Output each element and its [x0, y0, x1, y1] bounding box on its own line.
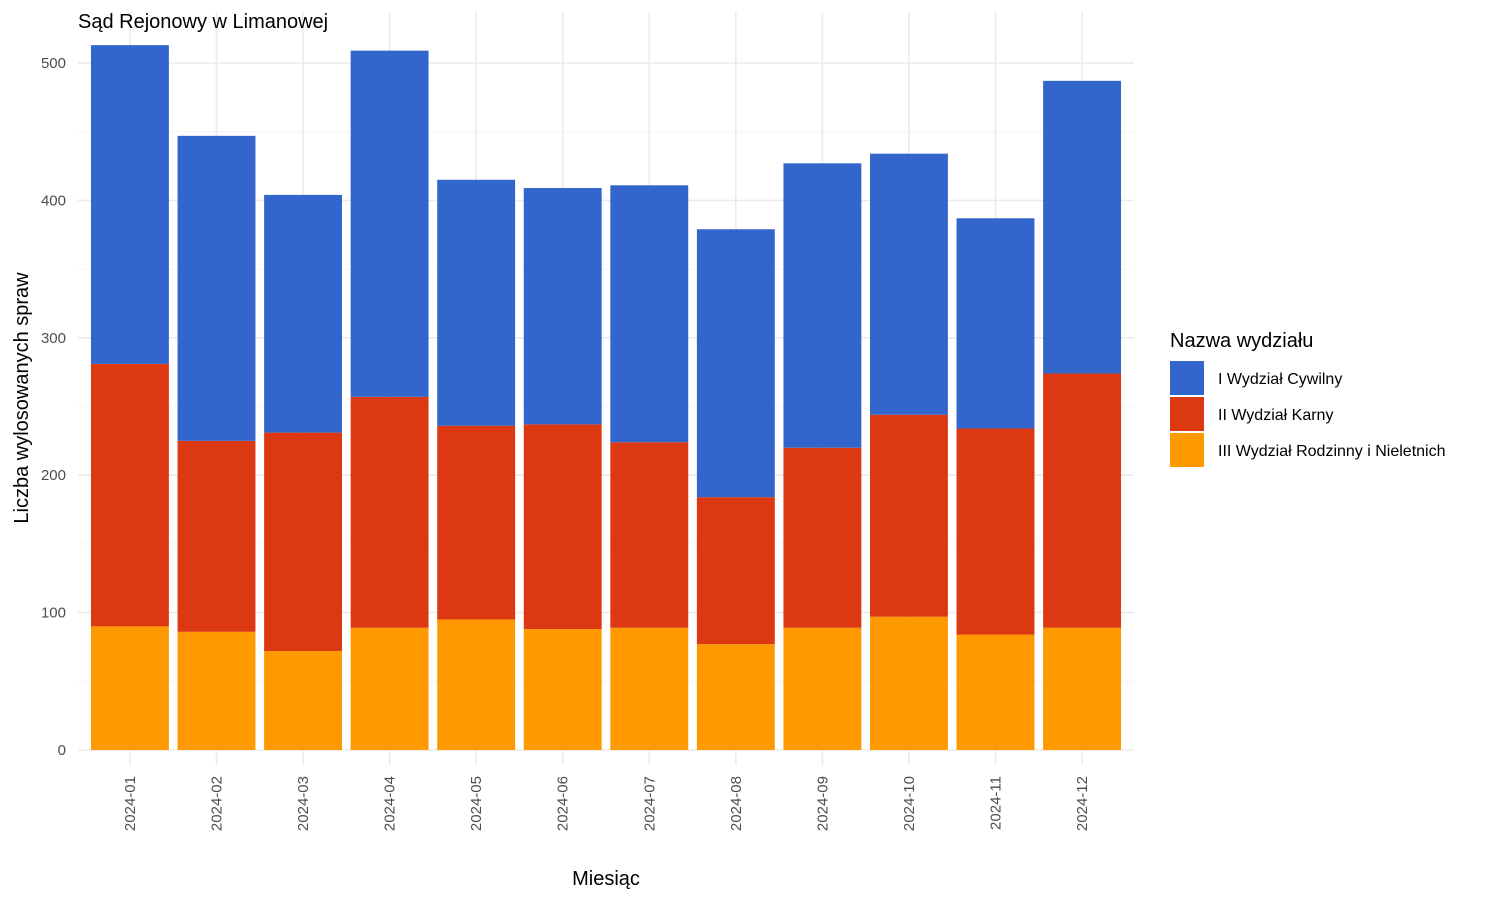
bar-segment: [696, 644, 775, 750]
x-tick-label: 2024-05: [468, 776, 485, 831]
bar-segment: [177, 135, 256, 441]
x-tick-label: 2024-07: [641, 776, 658, 831]
bar-segment: [956, 218, 1035, 429]
legend: Nazwa wydziału I Wydział Cywilny II Wydzi…: [1170, 330, 1446, 467]
legend-label: II Wydział Karny: [1218, 407, 1333, 424]
bar-segment: [783, 447, 862, 628]
bar-segment: [783, 627, 862, 750]
bar-segment: [90, 45, 169, 364]
x-tick-label: 2024-12: [1074, 776, 1091, 831]
legend-key: [1170, 361, 1204, 395]
bar-segment: [610, 185, 689, 443]
bar-segment: [437, 179, 516, 426]
bar-segment: [264, 432, 342, 652]
legend-key: [1170, 397, 1204, 431]
y-tick-label: 400: [41, 192, 66, 209]
y-axis-title: Liczba wylosowanych spraw: [11, 272, 33, 524]
x-tick-label: 2024-04: [382, 776, 399, 831]
bar-segment: [177, 631, 256, 750]
x-tick-label: 2024-11: [988, 776, 1005, 830]
x-tick-label: 2024-08: [728, 776, 745, 831]
x-tick-label: 2024-03: [295, 776, 312, 831]
bar-segment: [437, 619, 516, 750]
y-tick-label: 300: [41, 330, 66, 347]
x-tick-label: 2024-10: [901, 776, 918, 831]
bar-segment: [177, 440, 256, 632]
bar-segment: [523, 424, 602, 630]
chart-title: Sąd Rejonowy w Limanowej: [78, 11, 328, 33]
bar-segment: [90, 363, 169, 627]
bar-segment: [870, 414, 948, 617]
bars: [90, 45, 1122, 750]
y-tick-label: 100: [41, 605, 66, 622]
legend-title: Nazwa wydziału: [1170, 330, 1313, 352]
bar-segment: [696, 497, 775, 645]
bar-segment: [350, 50, 429, 397]
bar-segment: [870, 153, 948, 415]
x-tick-label: 2024-09: [814, 776, 831, 831]
x-axis-title: Miesiąc: [572, 868, 640, 890]
bar-segment: [437, 425, 516, 620]
bar-segment: [610, 627, 689, 750]
bar-segment: [870, 616, 948, 750]
axis-ticks: 0 100 200 300 400 500 2024-01 2024-02 2024-03 202…: [41, 55, 1091, 831]
bar-segment: [1043, 627, 1122, 750]
x-tick-label: 2024-06: [555, 776, 572, 831]
bar-segment: [350, 396, 429, 628]
bar-segment: [264, 651, 342, 750]
legend-key: [1170, 433, 1204, 467]
bar-segment: [956, 428, 1035, 635]
y-tick-label: 200: [41, 467, 66, 484]
y-tick-label: 500: [41, 55, 66, 72]
bar-segment: [1043, 80, 1122, 374]
y-tick-label: 0: [58, 742, 66, 759]
bar-segment: [783, 163, 862, 448]
bar-segment: [696, 229, 775, 498]
bar-segment: [956, 634, 1035, 750]
x-tick-label: 2024-01: [122, 776, 139, 831]
bar-segment: [90, 626, 169, 750]
legend-label: I Wydział Cywilny: [1218, 371, 1342, 388]
x-tick-label: 2024-02: [208, 776, 225, 831]
bar-segment: [523, 629, 602, 750]
bar-segment: [1043, 373, 1122, 628]
bar-segment: [523, 188, 602, 425]
bar-segment: [264, 194, 342, 433]
legend-label: III Wydział Rodzinny i Nieletnich: [1218, 443, 1446, 460]
bar-segment: [350, 627, 429, 750]
bar-segment: [610, 442, 689, 628]
